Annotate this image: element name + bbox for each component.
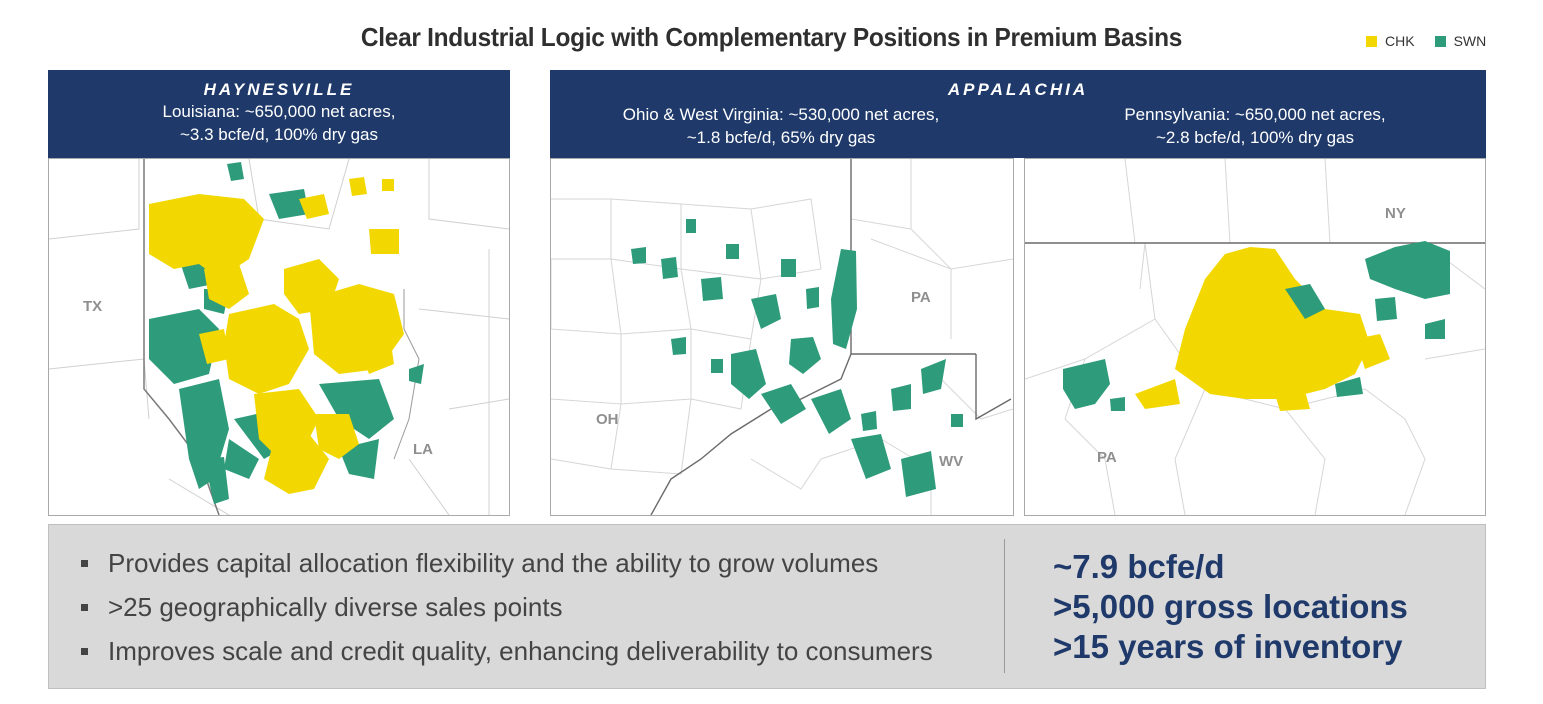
ohio-stats: Ohio & West Virginia: ~530,000 net acres…: [550, 103, 1012, 149]
parish-border: [393, 289, 420, 460]
haynesville-header: HAYNESVILLE Louisiana: ~650,000 net acre…: [48, 70, 510, 158]
legend-item-chk: CHK: [1366, 33, 1415, 49]
swn-acreage: [149, 162, 424, 504]
appalachia-header: APPALACHIA Ohio & West Virginia: ~530,00…: [550, 70, 1486, 158]
swn-acreage: [1063, 241, 1450, 411]
divider: [1004, 539, 1005, 673]
county-lines: [49, 159, 509, 515]
state-label-oh: OH: [596, 411, 619, 428]
ohio-wv-map-svg: PA OH WV: [551, 159, 1013, 515]
chk-acreage: [149, 177, 404, 494]
bullet-square-icon: [81, 559, 88, 567]
state-label-tx: TX: [83, 298, 102, 315]
key-stats: ~7.9 bcfe/d >5,000 gross locations >15 y…: [1053, 547, 1408, 667]
state-label-wv: WV: [939, 453, 963, 470]
bullet-item: Improves scale and credit quality, enhan…: [81, 629, 933, 673]
haynesville-map: TX LA: [48, 158, 510, 516]
legend: CHK SWN: [1366, 33, 1500, 49]
chk-swatch: [1366, 35, 1377, 47]
county-lines: [551, 159, 1013, 515]
legend-label-swn: SWN: [1453, 33, 1487, 49]
pa-stats: Pennsylvania: ~650,000 net acres, ~2.8 b…: [1024, 103, 1486, 149]
bullet-item: >25 geographically diverse sales points: [81, 585, 933, 629]
haynesville-line1: Louisiana: ~650,000 net acres,: [162, 102, 396, 121]
bullet-square-icon: [81, 647, 88, 655]
state-label-pa: PA: [911, 289, 931, 306]
stat-locations: >5,000 gross locations: [1053, 588, 1408, 625]
pa-border: [850, 159, 976, 355]
legend-label-chk: CHK: [1385, 33, 1415, 49]
chk-acreage: [1135, 247, 1390, 411]
haynesville-line2: ~3.3 bcfe/d, 100% dry gas: [180, 125, 378, 144]
bullet-text: Improves scale and credit quality, enhan…: [108, 636, 933, 666]
bullet-text: >25 geographically diverse sales points: [108, 592, 563, 622]
haynesville-map-svg: TX LA: [49, 159, 509, 515]
wv-md-border: [975, 354, 1012, 421]
oh-wv-border: [650, 353, 852, 515]
summary-panel: Provides capital allocation flexibility …: [48, 524, 1486, 689]
ohio-line2: ~1.8 bcfe/d, 65% dry gas: [686, 128, 876, 147]
stat-inventory: >15 years of inventory: [1053, 628, 1403, 665]
pennsylvania-map: NY PA: [1024, 158, 1486, 516]
state-label-pa-south: PA: [1097, 449, 1117, 466]
legend-item-swn: SWN: [1434, 33, 1487, 49]
pennsylvania-map-svg: NY PA: [1025, 159, 1485, 515]
haynesville-basin-name: HAYNESVILLE: [203, 80, 355, 99]
ohio-wv-map: PA OH WV: [550, 158, 1014, 516]
bullet-list: Provides capital allocation flexibility …: [81, 541, 933, 673]
appalachia-basin-name: APPALACHIA: [947, 80, 1089, 99]
bullet-text: Provides capital allocation flexibility …: [108, 548, 879, 578]
ohio-line1: Ohio & West Virginia: ~530,000 net acres…: [622, 105, 940, 124]
bullet-item: Provides capital allocation flexibility …: [81, 541, 933, 585]
stat-production: ~7.9 bcfe/d: [1053, 548, 1225, 585]
swn-swatch: [1434, 35, 1446, 47]
pa-line2: ~2.8 bcfe/d, 100% dry gas: [1156, 128, 1354, 147]
state-label-ny: NY: [1385, 205, 1406, 222]
bullet-square-icon: [81, 603, 88, 611]
page-title: Clear Industrial Logic with Complementar…: [360, 22, 1183, 52]
state-label-la: LA: [413, 441, 433, 458]
swn-acreage: [631, 219, 963, 497]
pa-line1: Pennsylvania: ~650,000 net acres,: [1124, 105, 1386, 124]
